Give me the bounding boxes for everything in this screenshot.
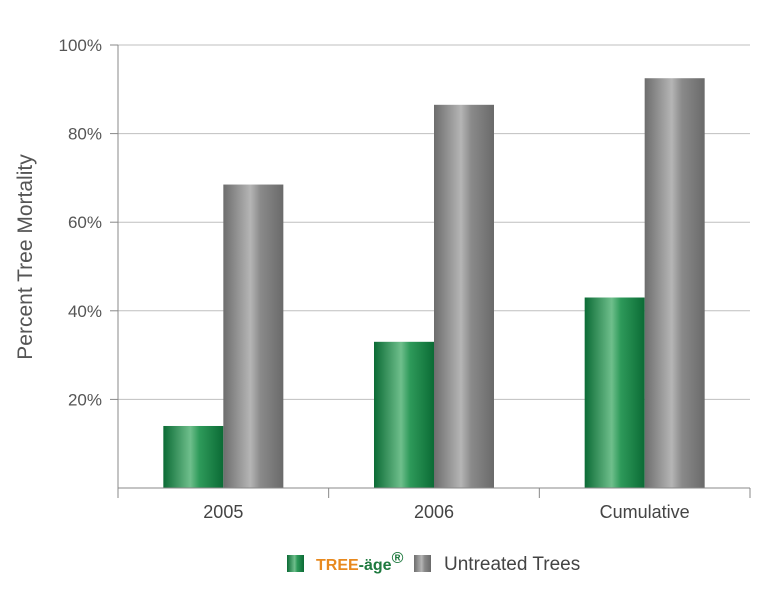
y-tick-label: 60%: [68, 213, 102, 232]
y-tick-label: 20%: [68, 390, 102, 409]
bar-untreated: [223, 184, 284, 489]
bars: [163, 78, 705, 489]
y-axis-title: Percent Tree Mortality: [14, 154, 37, 360]
x-tick-label: 2005: [203, 502, 243, 522]
y-tick-label: 40%: [68, 302, 102, 321]
y-tick-label: 80%: [68, 125, 102, 144]
legend: TREE-äge® Untreated Trees: [287, 550, 580, 575]
x-tick-label: 2006: [414, 502, 454, 522]
legend-swatch-treeage: [287, 555, 304, 572]
bar-untreated: [434, 104, 494, 489]
bar-untreated: [644, 78, 705, 488]
legend-label-untreated: Untreated Trees: [444, 554, 580, 575]
legend-swatch-untreated: [414, 555, 431, 572]
axes: 20% 40% 60% 80% 100% 2005 2006 Cumulative: [59, 36, 751, 522]
bar-treeage: [163, 425, 224, 488]
bar-treeage: [374, 341, 434, 488]
y-tick-label: 100%: [59, 36, 102, 55]
legend-brand-mark: ®: [392, 550, 404, 567]
legend-brand-age: -äge: [359, 557, 392, 574]
legend-brand-tree: TREE: [316, 557, 359, 574]
x-tick-label: Cumulative: [600, 502, 690, 522]
bar-treeage: [584, 297, 645, 488]
legend-label-treeage: TREE-äge®: [316, 550, 404, 574]
